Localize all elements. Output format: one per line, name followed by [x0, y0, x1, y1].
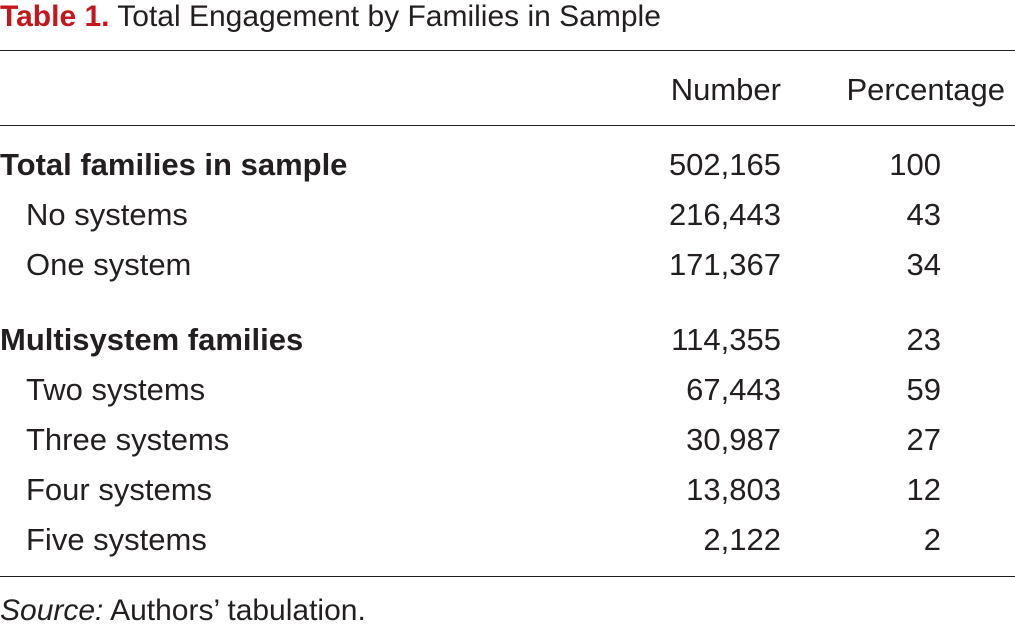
row-percentage: 59	[906, 372, 941, 407]
row-label: Four systems	[26, 472, 213, 507]
table-title: Total Engagement by Families in Sample	[117, 0, 661, 33]
top-rule	[0, 50, 1015, 51]
row-label: Multisystem families	[0, 322, 304, 357]
row-label: Five systems	[26, 522, 207, 557]
row-number: 30,987	[686, 422, 781, 457]
table-caption: Table 1. Total Engagement by Families in…	[0, 0, 661, 34]
table-row-two-systems: Two systems 67,443 59	[0, 370, 1015, 410]
header-rule	[0, 125, 1015, 126]
table-row-one-system: One system 171,367 34	[0, 245, 1015, 285]
row-label: No systems	[26, 197, 188, 232]
column-header-number: Number	[670, 72, 781, 107]
row-percentage: 43	[906, 197, 941, 232]
source-text: Authors’ tabulation.	[110, 594, 366, 627]
row-number: 171,367	[668, 247, 781, 282]
row-percentage: 2	[923, 522, 941, 557]
table-row-total-families: Total families in sample 502,165 100	[0, 145, 1015, 185]
row-percentage: 27	[906, 422, 941, 457]
row-label: Two systems	[26, 372, 206, 407]
table-row-five-systems: Five systems 2,122 2	[0, 520, 1015, 560]
row-percentage: 23	[906, 322, 941, 357]
row-number: 114,355	[671, 322, 781, 357]
row-percentage: 34	[906, 247, 941, 282]
row-number: 502,165	[668, 147, 781, 182]
row-percentage: 12	[906, 472, 941, 507]
source-label: Source:	[0, 594, 104, 627]
row-number: 67,443	[686, 372, 781, 407]
bottom-rule	[0, 576, 1015, 577]
column-header-percentage: Percentage	[846, 72, 1005, 107]
table-row-three-systems: Three systems 30,987 27	[0, 420, 1015, 460]
table-row-no-systems: No systems 216,443 43	[0, 195, 1015, 235]
row-percentage: 100	[889, 147, 941, 182]
table-row-four-systems: Four systems 13,803 12	[0, 470, 1015, 510]
row-label: One system	[26, 247, 192, 282]
row-number: 2,122	[703, 522, 781, 557]
source-note: Source: Authors’ tabulation.	[0, 593, 366, 629]
row-label: Total families in sample	[0, 147, 348, 182]
table-row-multisystem-families: Multisystem families 114,355 23	[0, 320, 1015, 360]
row-number: 13,803	[686, 472, 781, 507]
row-label: Three systems	[26, 422, 230, 457]
row-number: 216,443	[668, 197, 781, 232]
table-number: Table 1.	[0, 0, 110, 33]
